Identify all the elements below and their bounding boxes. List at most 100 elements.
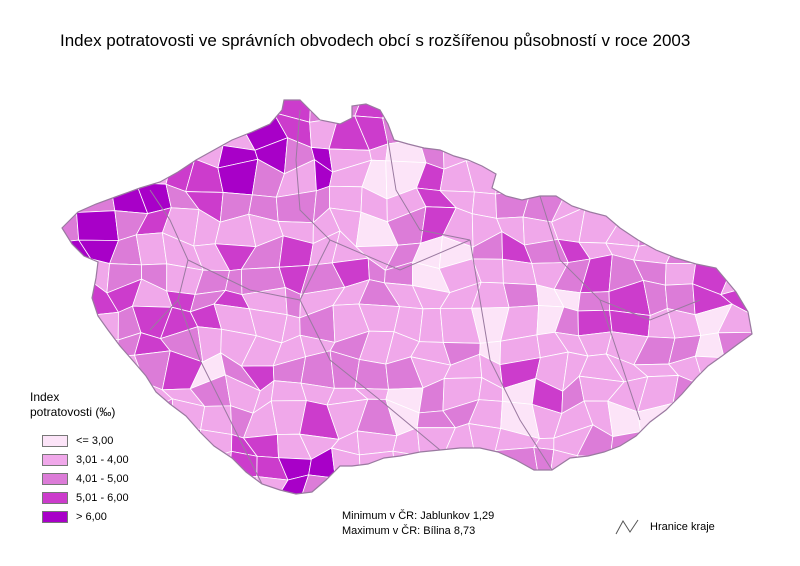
district-polygon	[663, 141, 696, 170]
district-polygon	[492, 100, 537, 124]
kraj-boundary	[177, 299, 263, 485]
district-polygon	[727, 118, 752, 150]
minimum-text: Minimum v ČR: Jablunkov 1,29	[342, 510, 495, 522]
kraj-boundary	[329, 239, 471, 271]
district-polygon	[719, 212, 752, 233]
district-polygon	[467, 100, 502, 124]
district-polygon	[189, 477, 230, 494]
district-polygon	[576, 159, 621, 200]
district-polygon	[452, 475, 483, 494]
district-polygon	[273, 474, 310, 494]
district-polygon	[638, 212, 679, 247]
district-polygon	[158, 118, 201, 148]
legend-label: <= 3,00	[76, 434, 114, 447]
district-polygon	[102, 113, 135, 150]
district-polygon	[577, 309, 613, 337]
map-title: Index potratovosti ve správních obvodech…	[60, 31, 691, 50]
district-polygon	[129, 100, 172, 120]
district-polygon	[728, 147, 752, 175]
legend-swatch	[42, 491, 68, 504]
district-polygon	[219, 100, 253, 127]
district-polygon	[646, 451, 672, 479]
district-polygon	[467, 109, 497, 150]
district-polygon	[663, 454, 708, 483]
district-polygon	[576, 144, 619, 176]
district-polygon	[719, 456, 752, 483]
district-polygon	[354, 100, 396, 119]
district-polygon	[689, 196, 728, 218]
district-polygon	[62, 256, 92, 285]
district-polygon	[717, 331, 752, 368]
legend-swatch	[42, 472, 68, 485]
district-polygon	[696, 399, 731, 432]
legend-label: 5,01 - 6,00	[76, 491, 129, 504]
district-polygon	[690, 164, 731, 198]
administrative-districts	[62, 100, 752, 494]
district-polygon	[724, 399, 752, 434]
district-polygon	[440, 100, 480, 125]
district-polygon	[663, 111, 692, 149]
district-polygon	[309, 100, 339, 123]
district-polygon	[133, 137, 172, 168]
district-polygon	[75, 331, 119, 364]
district-polygon	[139, 457, 168, 481]
district-polygon	[634, 160, 674, 200]
district-polygon	[62, 314, 92, 333]
district-polygon	[663, 428, 699, 460]
district-polygon	[672, 402, 709, 432]
district-polygon	[444, 450, 479, 479]
district-polygon	[477, 475, 509, 494]
legend-swatch	[42, 510, 68, 523]
district-polygon	[638, 111, 676, 147]
district-polygon	[160, 479, 196, 494]
district-polygon	[62, 327, 78, 364]
district-polygon	[688, 458, 735, 483]
district-polygon	[719, 476, 752, 494]
district-polygon	[166, 423, 202, 463]
district-polygon	[186, 116, 224, 147]
legend-item: <= 3,00	[42, 431, 129, 450]
district-polygon	[608, 477, 648, 494]
district-polygon	[533, 447, 555, 485]
district-polygon	[139, 470, 163, 494]
legend-item: 4,01 - 5,00	[42, 469, 129, 488]
legend-label: 4,01 - 5,00	[76, 472, 129, 485]
district-polygon	[661, 471, 707, 494]
district-polygon	[689, 100, 729, 128]
district-polygon	[391, 472, 422, 494]
district-polygon	[81, 100, 104, 126]
district-polygon	[81, 121, 110, 150]
district-polygon	[726, 167, 752, 197]
boundary-line-icon	[615, 519, 639, 535]
district-polygon	[579, 100, 625, 126]
district-polygon	[692, 212, 721, 241]
district-polygon	[672, 374, 709, 414]
kraj-boundary	[295, 109, 331, 241]
district-polygon	[87, 159, 114, 197]
legend-title-line1: Index	[30, 390, 60, 404]
district-polygon	[719, 190, 752, 215]
district-polygon	[723, 357, 752, 392]
district-polygon	[411, 472, 455, 494]
district-polygon	[62, 123, 83, 151]
district-polygon	[717, 100, 752, 123]
legend-title-line2: potratovosti (‰)	[30, 405, 116, 419]
district-polygon	[114, 382, 149, 413]
district-polygon	[704, 385, 737, 414]
district-polygon	[62, 100, 83, 126]
district-polygon	[419, 450, 454, 479]
district-polygon	[579, 120, 625, 152]
district-polygon	[529, 100, 566, 124]
district-polygon	[62, 350, 77, 392]
district-polygon	[549, 144, 581, 175]
legend: <= 3,00 3,01 - 4,00 4,01 - 5,00 5,01 - 6…	[42, 431, 129, 526]
district-polygon	[638, 189, 679, 223]
district-polygon	[62, 278, 91, 320]
legend-item: 5,01 - 6,00	[42, 488, 129, 507]
district-polygon	[300, 350, 335, 389]
district-polygon	[692, 231, 735, 266]
district-polygon	[670, 163, 696, 198]
district-polygon	[719, 231, 752, 272]
legend-swatch	[42, 453, 68, 466]
